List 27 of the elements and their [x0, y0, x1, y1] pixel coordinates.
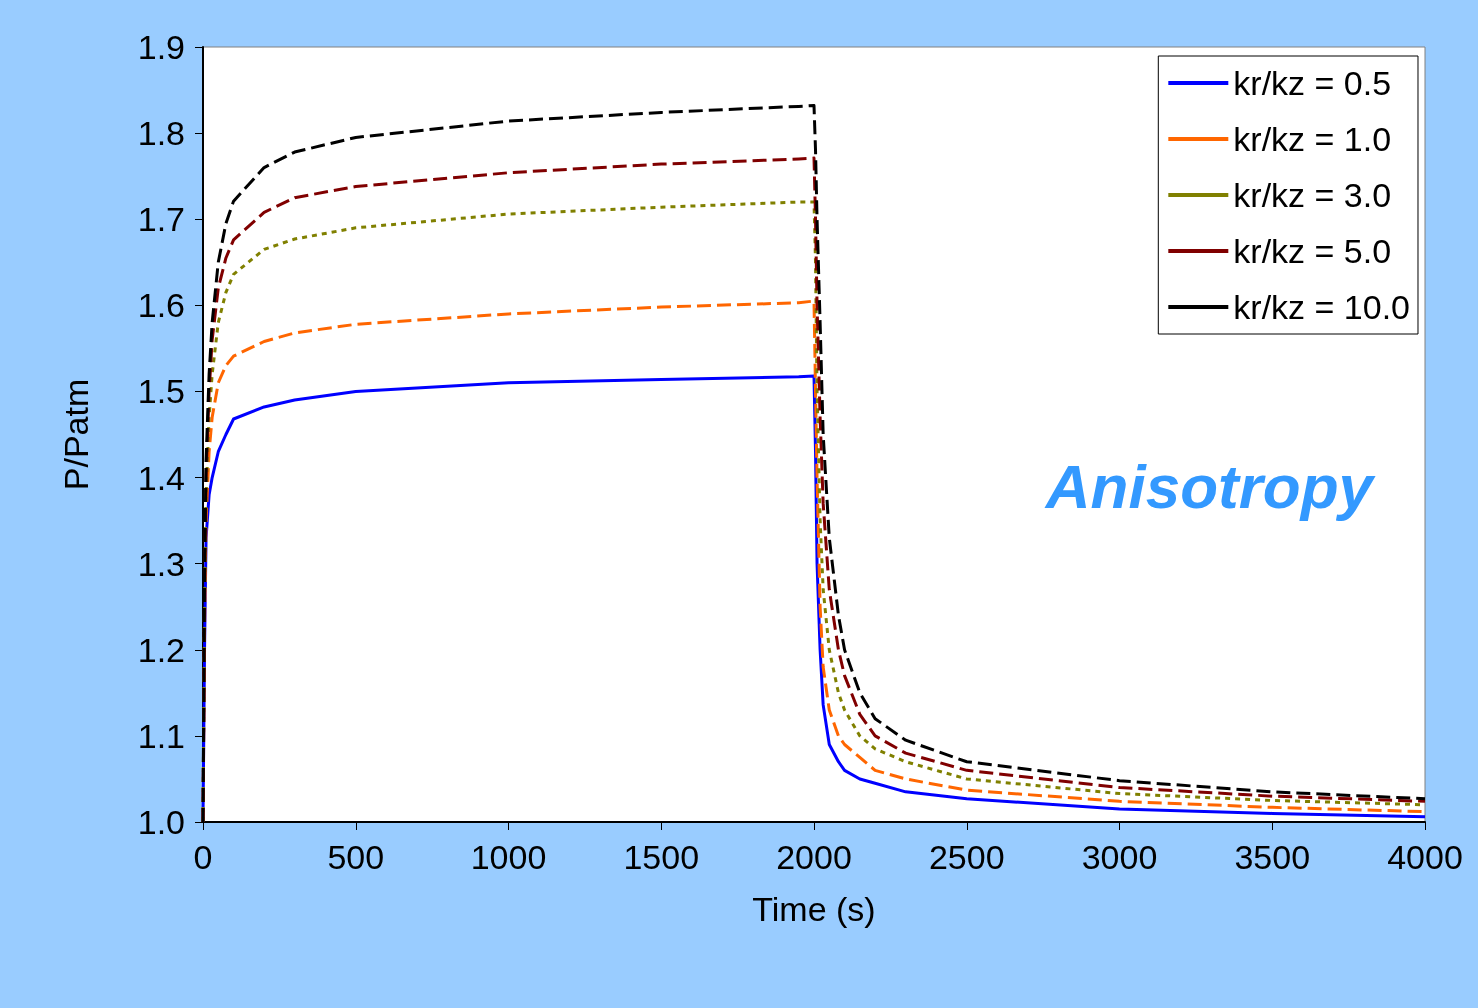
- y-tick-label: 1.2: [137, 630, 185, 669]
- x-tick-label: 3500: [1234, 838, 1311, 876]
- y-axis-title: P/Patm: [57, 378, 95, 491]
- x-tick-label: 500: [327, 838, 385, 876]
- x-tick-label: 1000: [470, 838, 547, 876]
- legend-label: kr/kz = 0.5: [1233, 64, 1392, 102]
- x-tick-label: 2000: [776, 838, 852, 876]
- x-tick-label: 2500: [928, 838, 1005, 876]
- legend-label: kr/kz = 10.0: [1233, 288, 1411, 326]
- x-axis-title: Time (s): [752, 890, 876, 928]
- annotation: Anisotropy: [1043, 451, 1377, 521]
- y-tick-label: 1.1: [137, 716, 185, 755]
- y-tick-label: 1.3: [137, 544, 185, 583]
- y-tick-label: 1.5: [137, 372, 185, 411]
- x-tick-label: 1500: [623, 838, 700, 876]
- y-tick-label: 1.0: [137, 803, 185, 841]
- legend-label: kr/kz = 3.0: [1233, 176, 1392, 214]
- y-tick-label: 1.4: [137, 458, 185, 497]
- legend-label: kr/kz = 1.0: [1233, 120, 1392, 158]
- y-tick-label: 1.8: [137, 114, 185, 153]
- x-tick-label: 4000: [1387, 838, 1463, 876]
- y-tick-label: 1.6: [137, 286, 185, 325]
- x-tick-label: 3000: [1081, 838, 1158, 876]
- x-tick-label: 0: [193, 838, 213, 876]
- y-tick-label: 1.7: [137, 200, 185, 239]
- y-tick-label: 1.9: [137, 28, 185, 66]
- legend-label: kr/kz = 5.0: [1233, 232, 1392, 270]
